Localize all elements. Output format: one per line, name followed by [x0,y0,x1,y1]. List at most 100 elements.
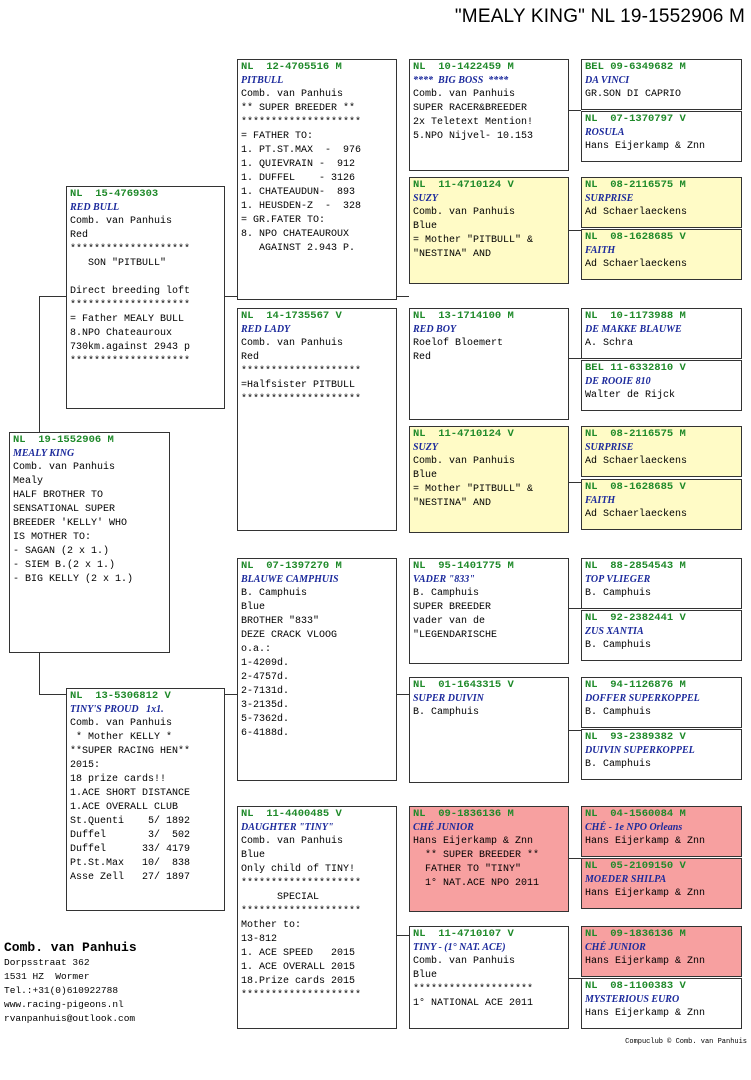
ring-number: NL 92-2382441 V [585,612,686,624]
pigeon-name: SUPER DUIVIN [413,693,484,704]
detail-line: ******************** [241,906,362,917]
pigeon-details: GR.SON DI CAPRIO [585,88,738,102]
detail-line: ******************** [241,366,362,377]
detail-line: FATHER TO "TINY" [413,864,522,875]
detail-line: A. Schra [585,338,634,349]
ring-number: NL 07-1397270 M [241,560,342,572]
pigeon-name: CHÉ - 1e NPO Orleans [585,822,683,833]
ring-number: NL 01-1643315 V [413,679,514,691]
detail-line: 2015: [70,760,101,771]
owner-website: www.racing-pigeons.nl [4,999,124,1010]
detail-line: Pt.St.Max 10/ 838 [70,858,191,869]
ring-number: NL 11-4710107 V [413,928,514,940]
connector-line [224,296,237,297]
connector-line [224,694,237,695]
connector-line [568,608,581,609]
pigeon-name: DE ROOIE 810 [585,376,651,387]
detail-line: Hans Eijerkamp & Znn [585,141,706,152]
pigeon-name: DAUGHTER "TINY" [241,822,334,833]
dss-box: NL 95-1401775 M VADER "833" B. Camphuis S… [409,558,569,664]
pigeon-details: Ad Schaerlaeckens [585,508,738,522]
detail-line: 13-812 [241,934,278,945]
pigeon-name: CHÉ JUNIOR [413,822,474,833]
detail-line: = Mother "PITBULL" & [413,484,534,495]
detail-line: ** SUPER BREEDER ** [413,850,540,861]
pigeon-name: PITBULL [241,75,284,86]
pigeon-details: Comb. van Panhuis * Mother KELLY * **SUPE… [70,717,221,885]
ring-number: NL 11-4710124 V [413,428,514,440]
detail-line: B. Camphuis [413,707,480,718]
sire-sire-box: NL 12-4705516 M PITBULL Comb. van Panhui… [237,59,397,300]
ring-number: NL 08-1628685 V [585,231,686,243]
owner-phone: Tel.:+31(0)610922788 [4,985,119,996]
detail-line: Comb. van Panhuis [13,462,116,473]
pigeon-name: MEALY KING [13,448,75,459]
footer-credit: Compuclub © Comb. van Panhuis [625,1038,747,1046]
detail-line: 6-4188d. [241,728,290,739]
detail-line: 1. DUFFEL - 3126 [241,173,356,184]
pigeon-details: B. Camphuis [585,587,738,601]
pigeon-name: DE MAKKE BLAUWE [585,324,682,335]
owner-name: Comb. van Panhuis [4,940,137,955]
sss-box: NL 10-1422459 M **** BIG BOSS **** Comb.… [409,59,569,171]
detail-line: 3-2135d. [241,700,290,711]
detail-line: 1. QUIEVRAIN - 912 [241,159,356,170]
pigeon-name: SURPRISE [585,442,634,453]
pigeon-name: FAITH [585,245,616,256]
detail-line: "NESTINA" AND [413,498,492,509]
pigeon-name: RED LADY [241,324,291,335]
ssd-box: NL 11-4710124 V SUZY Comb. van Panhuis Bl… [409,177,569,284]
pigeon-name: MOEDER SHILPA [585,874,667,885]
connector-line [568,230,581,231]
detail-line: SON "PITBULL" [70,258,167,269]
detail-line: Ad Schaerlaeckens [585,456,688,467]
detail-line: 18.Prize cards 2015 [241,976,356,987]
detail-line: 1-4209d. [241,658,290,669]
detail-line: Red [241,352,260,363]
pigeon-details: Comb. van Panhuis Blue Only child of TINY!… [241,835,393,1003]
ring-number: NL 09-1836136 M [585,928,686,940]
detail-line: B. Camphuis [413,588,480,599]
connector-line [568,730,581,731]
detail-line: 8.NPO Chateauroux [70,328,173,339]
detail-line: GR.SON DI CAPRIO [585,89,682,100]
detail-line: BROTHER "833" [241,616,320,627]
pigeon-name: ROSULA [585,127,625,138]
detail-line: IS MOTHER TO: [13,532,92,543]
detail-line: Red [70,230,89,241]
pigeon-name: SURPRISE [585,193,634,204]
g5-box-5: NL 10-1173988 M DE MAKKE BLAUWE A. Schra [581,308,742,359]
ring-number: NL 13-1714100 M [413,310,514,322]
dam-sire-box: NL 07-1397270 M BLAUWE CAMPHUIS B. Camph… [237,558,397,781]
detail-line: 8. NPO CHATEAUROUX [241,229,350,240]
detail-line: Red [413,352,432,363]
detail-line: vader van de [413,616,486,627]
detail-line: 1. ACE OVERALL 2015 [241,962,356,973]
detail-line: Ad Schaerlaeckens [585,259,688,270]
ring-number: NL 05-2109150 V [585,860,686,872]
g5-box-12: NL 93-2389382 V DUIVIN SUPERKOPPEL B. Ca… [581,729,742,780]
detail-line: B. Camphuis [585,640,652,651]
owner-info: Comb. van Panhuis Dorpsstraat 362 1531 H… [4,940,137,1026]
ring-number: NL 19-1552906 M [13,434,114,446]
detail-line: ******************** [413,984,534,995]
g5-box-9: NL 88-2854543 M TOP VLIEGER B. Camphuis [581,558,742,609]
ring-number: NL 10-1173988 M [585,310,686,322]
detail-line: Blue [413,221,438,232]
connector-line [568,978,581,979]
pigeon-name: SUZY [413,442,438,453]
detail-line: SUPER RACER&BREEDER [413,103,528,114]
detail-line: =Halfsister PITBULL [241,380,356,391]
detail-line: - SIEM B.(2 x 1.) [13,560,116,571]
detail-line: BREEDER 'KELLY' WHO [13,518,128,529]
detail-line: ******************** [241,394,362,405]
detail-line: Hans Eijerkamp & Znn [585,888,706,899]
detail-line: Hans Eijerkamp & Znn [413,836,534,847]
g5-box-15: NL 09-1836136 M CHÉ JUNIOR Hans Eijerkam… [581,926,742,977]
sdd-box: NL 11-4710124 V SUZY Comb. van Panhuis Bl… [409,426,569,533]
detail-line: Blue [413,470,438,481]
pigeon-name: FAITH [585,495,616,506]
g5-box-7: NL 08-2116575 M SURPRISE Ad Schaerlaecke… [581,426,742,477]
ring-number: NL 14-1735567 V [241,310,342,322]
detail-line: 1. HEUSDEN-Z - 328 [241,201,362,212]
